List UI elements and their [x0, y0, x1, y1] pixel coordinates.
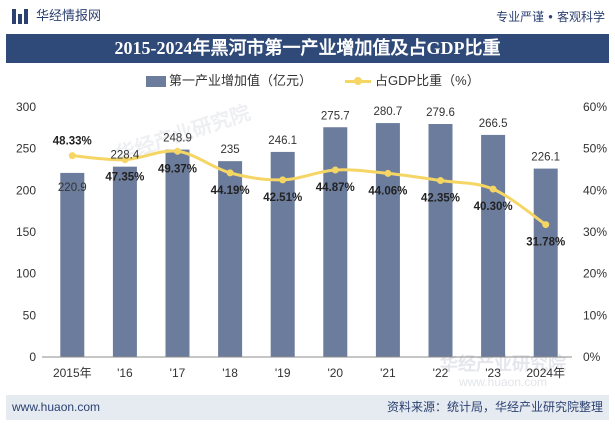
- bar-value-label: 248.9: [163, 133, 192, 145]
- watermark-url: www.huaon.com: [458, 375, 547, 389]
- value-bar-6: [323, 127, 348, 357]
- value-bar-3: [165, 149, 190, 357]
- slogan-separator: ●: [548, 12, 553, 21]
- bar-value-label: 235: [221, 144, 240, 156]
- slogan: 专业严谨 ● 客观科学: [496, 9, 605, 27]
- y-axis-tick-label: 250: [16, 142, 36, 156]
- x-axis-tick-label: '16: [117, 366, 133, 380]
- x-axis-tick-label: '21: [380, 366, 396, 380]
- share-point-2: [121, 156, 129, 164]
- bar-value-label: 226.1: [531, 152, 560, 164]
- y2-axis-tick-label: 40%: [583, 183, 607, 197]
- value-bar-4: [218, 161, 243, 357]
- share-point-1: [68, 152, 76, 160]
- share-value-label: 40.30%: [474, 201, 513, 213]
- y2-axis-tick-label: 0%: [583, 350, 601, 364]
- header: 华经情报网 专业严谨 ● 客观科学: [0, 0, 615, 32]
- y2-axis-tick-label: 50%: [583, 142, 607, 156]
- share-value-label: 42.35%: [421, 193, 460, 205]
- share-value-label: 49.37%: [158, 163, 197, 175]
- x-axis-tick-label: '19: [275, 366, 291, 380]
- share-point-3: [174, 147, 181, 155]
- share-value-label: 47.35%: [105, 172, 144, 184]
- value-bar-10: [533, 168, 558, 357]
- chart-title: 2015-2024年黑河市第一产业增加值及占GDP比重: [6, 34, 609, 63]
- slogan-left: 专业严谨: [496, 10, 545, 24]
- y-axis-tick-label: 0: [29, 350, 36, 364]
- share-value-label: 42.51%: [263, 192, 302, 204]
- value-bar-2: [112, 166, 137, 357]
- bar-value-label: 246.1: [268, 135, 297, 147]
- bar-value-label: 228.4: [111, 150, 140, 162]
- y-axis-tick-label: 150: [16, 225, 36, 239]
- bar-value-label: 280.7: [374, 106, 403, 118]
- footer-source: 资料来源：统计局，华经产业研究院整理: [386, 400, 603, 414]
- y-axis-tick-label: 300: [16, 100, 36, 114]
- site-name: 华经情报网: [36, 8, 102, 23]
- legend-line-dot: [354, 77, 362, 85]
- bar-value-label: 279.6: [426, 107, 455, 119]
- bar-value-label: 275.7: [321, 110, 350, 122]
- y2-axis-tick-label: 30%: [583, 225, 607, 239]
- footer-website: www.huaon.com: [12, 400, 101, 414]
- share-point-10: [542, 221, 550, 229]
- x-axis-tick-label: '20: [327, 366, 343, 380]
- share-point-9: [489, 185, 497, 193]
- share-point-6: [331, 166, 339, 174]
- footer: www.huaon.com 资料来源：统计局，华经产业研究院整理: [6, 395, 609, 420]
- bar-chart-logo-icon: [12, 9, 29, 24]
- x-axis-tick-label: '17: [170, 366, 186, 380]
- share-value-label: 48.33%: [53, 136, 92, 148]
- value-bar-8: [428, 124, 453, 357]
- y2-axis-tick-label: 10%: [583, 308, 607, 322]
- y-axis-tick-label: 50: [23, 308, 37, 322]
- share-point-7: [384, 169, 392, 177]
- x-axis-tick-label: '22: [433, 366, 449, 380]
- share-value-label: 44.06%: [368, 185, 407, 197]
- y-axis-tick-label: 200: [16, 183, 36, 197]
- share-value-label: 44.87%: [316, 182, 355, 194]
- y2-axis-tick-label: 60%: [583, 100, 607, 114]
- x-axis-tick-label: 2015年: [53, 366, 92, 380]
- x-axis-tick-label: '18: [222, 366, 238, 380]
- x-axis-tick-label: 2024年: [526, 366, 565, 380]
- bar-value-label: 220.9: [58, 182, 87, 194]
- y-axis-tick-label: 100: [16, 267, 36, 281]
- share-point-5: [279, 176, 287, 184]
- share-value-label: 31.78%: [526, 237, 565, 249]
- share-line: [70, 149, 548, 227]
- x-axis-tick-label: '23: [485, 366, 501, 380]
- share-point-8: [437, 177, 444, 185]
- legend-line-label: 占GDP比重（%）: [375, 73, 480, 88]
- share-value-label: 44.19%: [211, 185, 250, 197]
- legend-bar-swatch: [146, 76, 166, 87]
- share-point-4: [226, 169, 234, 177]
- bar-value-label: 266.5: [479, 118, 508, 130]
- value-bar-5: [270, 151, 295, 357]
- watermark-text: 华经产业研究院: [440, 353, 566, 374]
- value-bar-1: [60, 172, 85, 357]
- slogan-right: 客观科学: [556, 10, 605, 24]
- value-bar-9: [481, 134, 506, 357]
- legend-bar-label: 第一产业增加值（亿元）: [169, 73, 313, 88]
- value-bar-7: [375, 123, 400, 357]
- y2-axis-tick-label: 20%: [583, 267, 607, 281]
